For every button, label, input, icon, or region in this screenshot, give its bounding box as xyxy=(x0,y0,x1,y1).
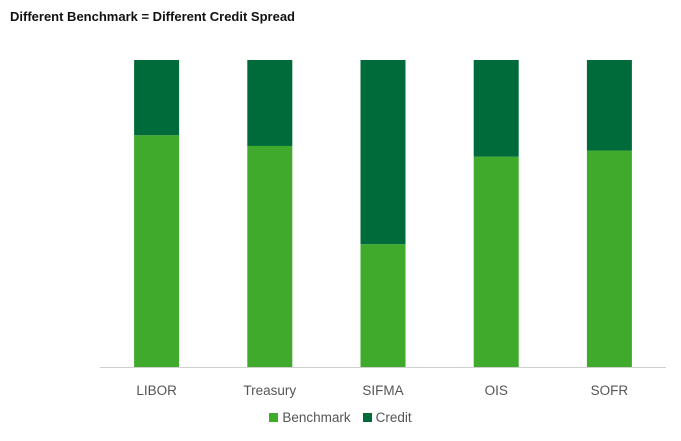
x-tick-label: Treasury xyxy=(243,383,296,398)
bar-benchmark-treasury xyxy=(247,145,293,367)
bar-credit-treasury xyxy=(247,60,293,146)
bar-credit-sofr xyxy=(586,60,632,151)
bar-credit-libor xyxy=(134,60,180,136)
x-tick-label: LIBOR xyxy=(136,383,177,398)
bar-benchmark-sofr xyxy=(586,150,632,367)
legend-swatch-credit xyxy=(362,413,372,422)
x-tick-label: SOFR xyxy=(591,383,629,398)
legend-swatch-benchmark xyxy=(269,413,279,422)
x-tick-labels: LIBOR Treasury SIFMA OIS SOFR xyxy=(136,383,628,398)
bar-credit-sifma xyxy=(360,60,406,245)
legend-label: Credit xyxy=(375,410,412,425)
bar-credit-ois xyxy=(473,60,519,157)
bar-benchmark-libor xyxy=(134,135,180,367)
x-tick-label: SIFMA xyxy=(362,383,403,398)
chart-legend: Benchmark Credit xyxy=(0,410,681,425)
legend-item-benchmark: Benchmark xyxy=(269,410,351,425)
bar-benchmark-sifma xyxy=(360,244,406,367)
legend-item-credit: Credit xyxy=(362,410,412,425)
x-tick-label: OIS xyxy=(485,383,508,398)
chart-title: Different Benchmark = Different Credit S… xyxy=(10,9,295,24)
bar-benchmark-ois xyxy=(473,156,519,367)
bars-layer xyxy=(134,60,632,367)
legend-label: Benchmark xyxy=(282,410,351,425)
